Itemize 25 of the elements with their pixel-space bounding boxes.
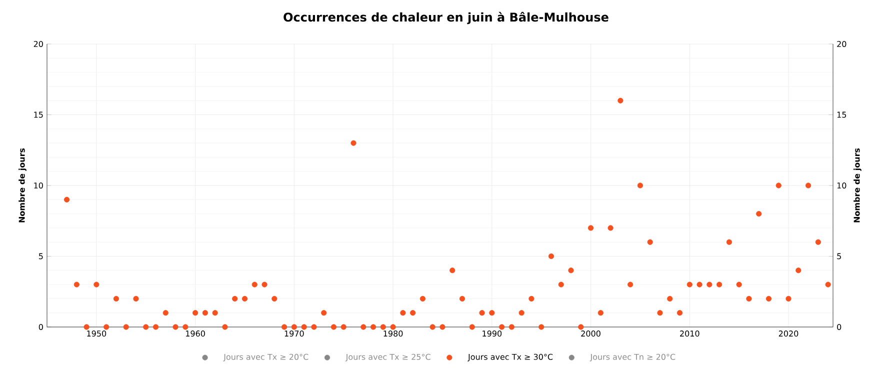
x-tick-label: 2000 bbox=[581, 330, 600, 337]
x-tick-label: 1970 bbox=[284, 330, 304, 337]
legend-label: Jours avec Tx ≥ 30°C bbox=[468, 354, 553, 362]
y2-tick-label: 10 bbox=[837, 182, 846, 189]
x-tick-label: 1990 bbox=[482, 330, 502, 337]
y2-tick-label: 20 bbox=[837, 40, 846, 48]
chart-title: Occurrences de chaleur en juin à Bâle-Mulhouse bbox=[284, 12, 608, 24]
x-tick-label: 1960 bbox=[186, 330, 205, 337]
y-tick-label: 10 bbox=[34, 182, 43, 189]
y2-tick-label: 15 bbox=[837, 112, 846, 118]
y2-tick-label: 0 bbox=[837, 324, 842, 330]
legend-label: Jours avec Tx ≥ 25°C bbox=[345, 354, 430, 362]
y-tick-label: 5 bbox=[38, 253, 43, 260]
legend-label: Jours avec Tn ≥ 20°C bbox=[590, 354, 676, 362]
y-tick-label: 20 bbox=[34, 40, 43, 48]
y2-axis-title: Nombre de jours bbox=[854, 148, 862, 222]
x-tick-label: 1950 bbox=[87, 330, 106, 337]
legend-label: Jours avec Tx ≥ 20°C bbox=[223, 354, 308, 362]
x-tick-label: 2020 bbox=[778, 330, 798, 337]
y-axis-title: Nombre de jours bbox=[18, 148, 26, 222]
x-tick-label: 1980 bbox=[384, 330, 403, 337]
y-tick-label: 15 bbox=[34, 112, 43, 118]
y-tick-label: 0 bbox=[38, 324, 43, 330]
x-tick-label: 2010 bbox=[680, 330, 700, 337]
y2-tick-label: 5 bbox=[837, 253, 841, 260]
